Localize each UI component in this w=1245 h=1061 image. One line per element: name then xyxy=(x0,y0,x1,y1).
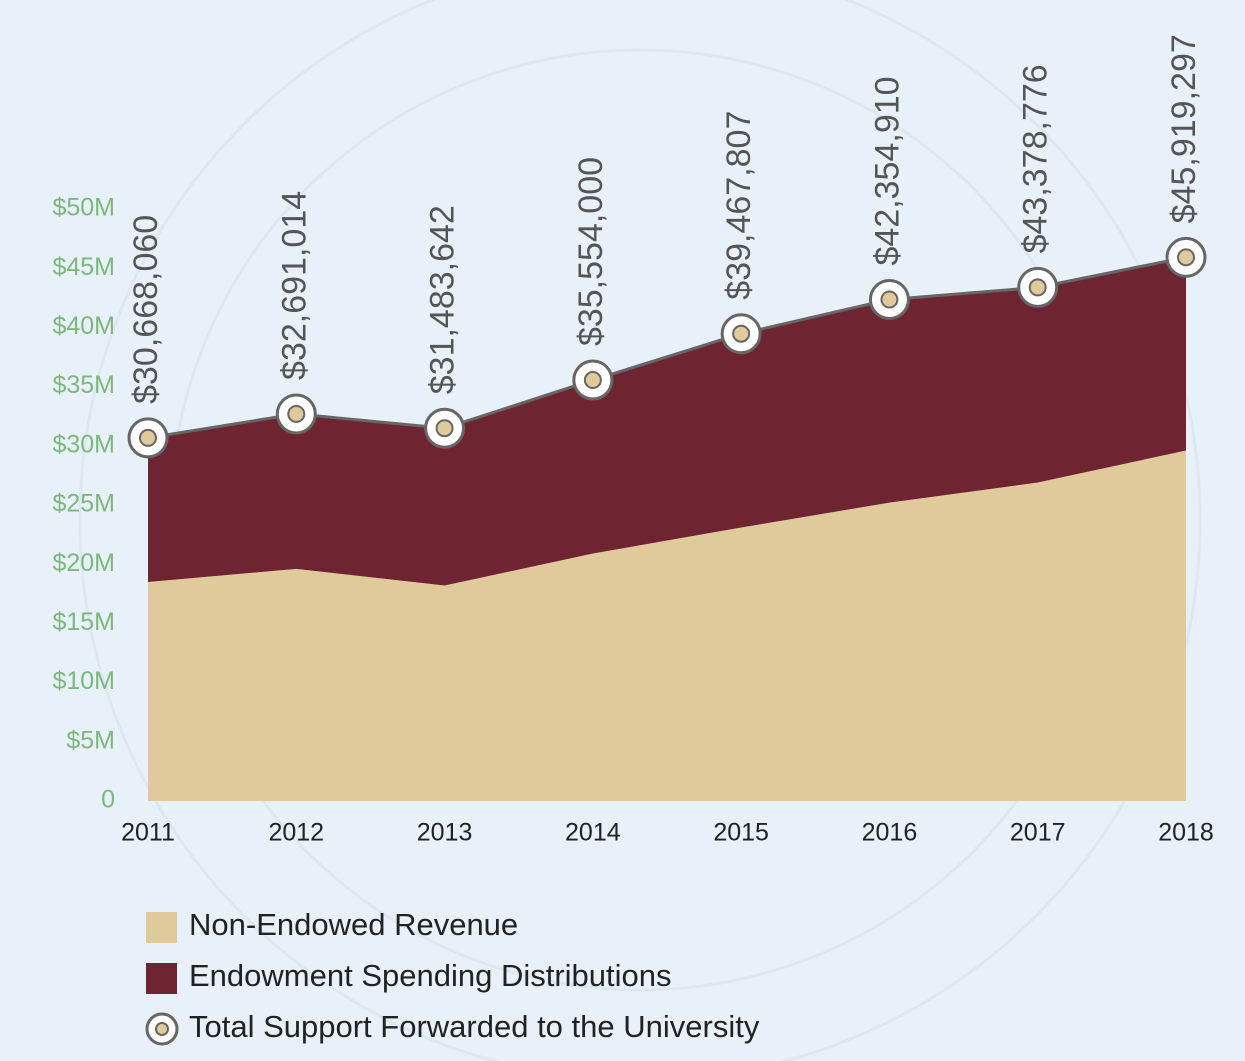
x-tick-label: 2014 xyxy=(565,819,621,847)
y-tick-label: $15M xyxy=(52,608,115,636)
x-tick-label: 2015 xyxy=(713,819,769,847)
legend-swatch xyxy=(146,963,177,994)
total-marker xyxy=(720,313,762,355)
total-line xyxy=(147,255,1187,440)
data-label: $32,691,014 xyxy=(275,191,313,380)
marker-inner xyxy=(583,371,602,390)
marker-inner xyxy=(435,419,454,438)
marker-inner xyxy=(1028,278,1047,297)
x-tick-label: 2016 xyxy=(862,819,918,847)
legend-label: Non-Endowed Revenue xyxy=(189,907,518,942)
total-marker xyxy=(572,359,614,401)
x-tick-label: 2011 xyxy=(121,819,175,847)
y-tick-label: 0 xyxy=(101,786,115,814)
area xyxy=(148,450,1186,801)
data-label: $45,919,297 xyxy=(1165,34,1203,223)
x-tick-label: 2018 xyxy=(1158,819,1214,847)
data-label: $31,483,642 xyxy=(424,205,462,394)
area xyxy=(148,257,1186,586)
x-tick-label: 2013 xyxy=(417,819,473,847)
data-label: $43,378,776 xyxy=(1017,64,1055,253)
y-tick-label: $25M xyxy=(52,490,115,518)
total-marker xyxy=(1017,266,1059,308)
total-marker xyxy=(127,417,169,459)
y-tick-label: $20M xyxy=(52,549,115,577)
y-tick-label: $10M xyxy=(52,667,115,695)
legend-label: Total Support Forwarded to the Universit… xyxy=(189,1009,760,1044)
x-tick-label: 2012 xyxy=(268,819,324,847)
legend-marker-inner xyxy=(155,1022,169,1036)
y-tick-label: $45M xyxy=(52,253,115,281)
y-tick-label: $40M xyxy=(52,312,115,340)
total-marker xyxy=(868,279,910,321)
marker-inner xyxy=(1177,248,1195,267)
marker-inner xyxy=(732,324,751,343)
data-label: $42,354,910 xyxy=(868,76,906,265)
legend-label: Endowment Spending Distributions xyxy=(189,958,672,993)
total-marker xyxy=(424,407,466,449)
marker-inner xyxy=(139,428,157,447)
marker-inner xyxy=(880,290,899,309)
y-tick-label: $50M xyxy=(52,194,115,222)
y-tick-label: $35M xyxy=(52,371,115,399)
marker-inner xyxy=(287,404,306,423)
x-tick-label: 2017 xyxy=(1010,819,1066,847)
total-marker xyxy=(275,393,317,435)
data-label: $30,668,060 xyxy=(127,215,165,404)
data-label: $39,467,807 xyxy=(720,111,758,300)
y-tick-label: $30M xyxy=(52,430,115,458)
data-label: $35,554,000 xyxy=(572,157,610,346)
total-marker xyxy=(1165,236,1207,278)
legend-swatch xyxy=(146,912,177,943)
y-tick-label: $5M xyxy=(66,726,115,754)
